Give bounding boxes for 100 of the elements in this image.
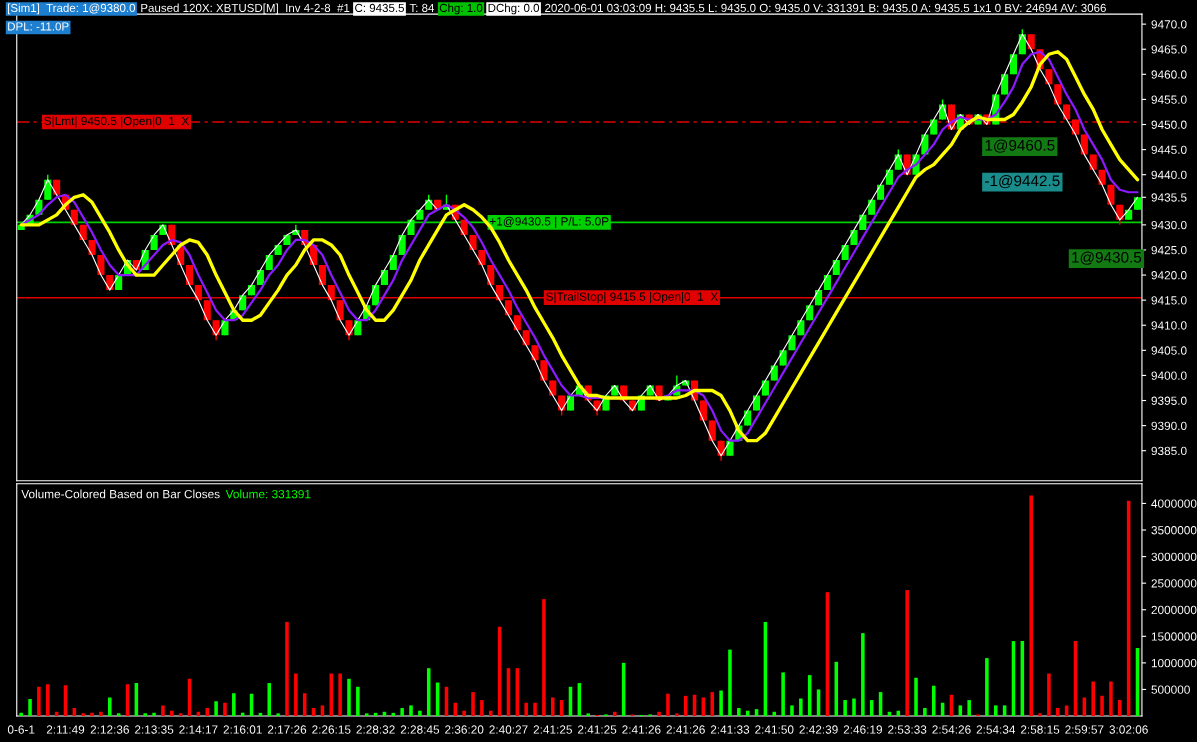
- bar: [1047, 673, 1051, 717]
- ref-line-label: S|TrailStop| 9415.5 |Open|0 1 X: [546, 292, 718, 304]
- bar: [347, 678, 351, 717]
- y-tick-label: 9435.5: [1151, 193, 1187, 202]
- bar: [542, 599, 546, 717]
- x-tick-label: 2:53:33: [888, 725, 927, 734]
- bar: [143, 713, 147, 717]
- x-tick-label: 2:16:01: [223, 725, 262, 734]
- x-tick-label: 2:13:35: [134, 725, 174, 734]
- bar: [19, 712, 23, 717]
- y-tick-label: 9410.0: [1151, 321, 1187, 330]
- x-tick-label: 2:42:39: [799, 725, 838, 734]
- y-tick-label: 2500000: [1151, 579, 1197, 588]
- y-tick-label: 9400.0: [1151, 371, 1187, 380]
- x-tick-label: 2:54:34: [976, 725, 1016, 734]
- x-tick-label: 2:36:20: [445, 725, 484, 734]
- y-tick-label: 3500000: [1151, 526, 1197, 535]
- text: C: 9435.5: [355, 3, 405, 12]
- bar: [799, 698, 803, 717]
- bar: [161, 705, 165, 717]
- x-tick-label: 2:41:26: [622, 725, 661, 734]
- bar: [1029, 495, 1033, 717]
- annotation: Chg: 1.0: [439, 3, 483, 15]
- bar: [462, 710, 466, 717]
- y-tick-label: 9395.0: [1151, 396, 1187, 405]
- bar: [719, 690, 723, 717]
- chart-title: Volume-Colored Based on Bar Closes: [21, 489, 220, 499]
- y-tick-label: 500000: [1151, 685, 1190, 694]
- chart-subtitle: Volume: 331391: [225, 489, 311, 499]
- bar: [843, 700, 847, 717]
- bar: [37, 686, 41, 717]
- x-tick-label: 2:28:32: [356, 725, 395, 734]
- y-tick-label: 9405.0: [1151, 346, 1187, 355]
- bar: [409, 705, 413, 717]
- annotation: DChg: 0.0: [488, 3, 540, 15]
- bar: [45, 684, 50, 717]
- x-tick-label: 0-6-1: [7, 725, 35, 734]
- x-tick-label: 2:41:26: [666, 725, 705, 734]
- bar: [471, 692, 475, 717]
- bar: [108, 697, 112, 717]
- bar: [232, 693, 236, 717]
- annotation: [Sim1] Trade: 1@9380.0: [8, 3, 136, 15]
- annotation: 1@9430.5: [1072, 251, 1142, 265]
- bar: [276, 713, 280, 717]
- annotation: -1@9442.5: [985, 175, 1060, 189]
- x-tick-label: 2:11:49: [46, 725, 85, 734]
- text: 2020-06-01 03:03:09 H: 9435.5 L: 9435.0 O: 9435.0 V: 331391 B: 9435.0 A: 9435.5 1x1 0 BV: 24694 AV: 3066: [545, 3, 1106, 12]
- bar: [790, 705, 794, 717]
- x-tick-label: 2:40:27: [489, 725, 528, 734]
- bar: [914, 677, 918, 717]
- bar: [1100, 695, 1104, 717]
- y-tick-label: 9420.0: [1151, 271, 1187, 280]
- bar: [710, 692, 715, 717]
- y-tick-label: 9455.0: [1151, 95, 1187, 104]
- y-tick-label: 2000000: [1151, 605, 1197, 615]
- text: T: 84: [409, 3, 435, 12]
- y-tick-label: 9390.0: [1151, 421, 1187, 431]
- bar: [90, 712, 94, 717]
- bar: [666, 693, 670, 717]
- bar: [1091, 681, 1095, 717]
- annotation: DPL: -11.0P: [8, 22, 69, 31]
- bar: [81, 713, 85, 717]
- bar: [1056, 708, 1060, 717]
- bar: [400, 708, 404, 717]
- bar: [967, 700, 971, 717]
- y-tick-label: 9465.0: [1151, 45, 1187, 54]
- bar: [533, 702, 537, 717]
- x-tick-label: 2:46:19: [843, 725, 882, 734]
- y-tick-label: 9470.0: [1151, 20, 1187, 29]
- x-tick-label: 2:28:45: [400, 725, 440, 734]
- x-tick-label: 2:12:36: [90, 725, 129, 734]
- x-tick-label: 2:14:17: [179, 725, 218, 734]
- bar: [364, 713, 369, 717]
- y-tick-label: 9450.0: [1151, 120, 1187, 129]
- bar: [294, 673, 298, 717]
- bar: [586, 713, 590, 717]
- bar: [99, 711, 103, 717]
- ref-line-label: +1@9430.5 | P/L: 5.0P: [489, 216, 609, 228]
- bar: [1118, 700, 1122, 717]
- bar: [28, 699, 32, 717]
- annotation: Paused 120X: XBTUSD[M] Inv 4-2-8 #1: [141, 3, 350, 15]
- bar: [551, 697, 555, 717]
- bar: [205, 708, 210, 717]
- bar: [931, 685, 936, 717]
- bar: [1109, 681, 1113, 717]
- y-tick-label: 9445.0: [1151, 145, 1187, 154]
- y-tick-label: 4000000: [1151, 499, 1197, 508]
- bar: [418, 710, 422, 717]
- bar: [152, 712, 156, 717]
- x-tick-label: 3:02:06: [1109, 725, 1148, 734]
- bar: [1038, 713, 1042, 717]
- bar: [356, 686, 360, 717]
- y-tick-label: 9460.0: [1151, 70, 1187, 79]
- ref-line-label: S|Lmt| 9450.5 |Open|0 1 X: [44, 116, 190, 128]
- x-tick-label: 2:41:25: [577, 725, 617, 734]
- y-tick-label: 1500000: [1151, 632, 1197, 641]
- x-tick-label: 2:17:26: [267, 725, 307, 734]
- bar: [338, 673, 342, 717]
- x-tick-label: 2:54:26: [932, 725, 971, 734]
- y-tick-label: 9430.0: [1151, 220, 1187, 230]
